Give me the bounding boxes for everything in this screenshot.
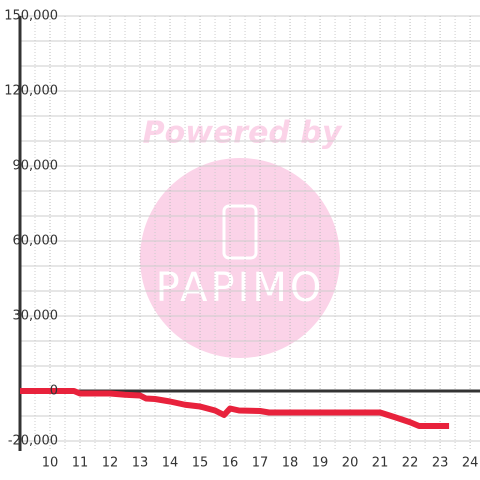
line [20,388,450,429]
y-tick-label: -20,000 [8,434,58,449]
y-tick-label: 60,000 [13,234,59,249]
x-tick-label: 24 [462,456,479,471]
x-tick-label: 23 [432,456,449,471]
x-tick-label: 22 [402,456,419,471]
x-tick-label: 13 [132,456,149,471]
watermark-title: Powered by [143,116,343,151]
y-tick-label: 0 [50,384,58,399]
watermark-logo: PAPIMO [156,265,325,311]
labels: -20,000 0 30,000 60,000 90,000 120,000 150,000… [4,9,478,471]
y-tick-label: 30,000 [13,309,59,324]
watermark-phone [222,204,258,260]
x-tick-label: 14 [162,456,179,471]
x-tick-label: 11 [72,456,89,471]
x-tick-label: 19 [312,456,329,471]
x-tick-label: 20 [342,456,359,471]
x-tick-label: 16 [222,456,239,471]
x-tick-label: 21 [372,456,389,471]
y-tick-label: 150,000 [4,9,58,24]
y-tick-label: 90,000 [13,159,59,174]
x-tick-label: 15 [192,456,209,471]
x-tick-label: 10 [42,456,59,471]
x-tick-label: 18 [282,456,299,471]
grid [18,15,480,451]
y-tick-label: 120,000 [4,84,58,99]
x-tick-label: 17 [252,456,269,471]
plot [20,388,450,429]
x-tick-label: 12 [102,456,119,471]
